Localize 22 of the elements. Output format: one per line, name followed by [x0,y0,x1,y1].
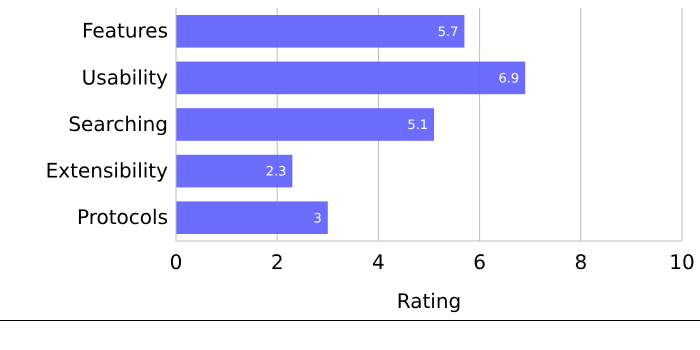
y-tick-label: Searching [68,112,168,136]
x-tick-label: 0 [170,250,182,274]
data-label: 6.9 [498,71,520,86]
x-tick-label: 4 [372,250,385,274]
y-tick-label: Protocols [76,205,168,230]
x-tick-label: 2 [270,250,284,274]
x-tick-label: 10 [669,250,695,274]
bar [176,201,328,234]
bar [176,154,292,188]
bar [176,14,464,48]
y-tick-label: Usability [82,65,168,90]
data-label: 3 [314,211,322,226]
bar [176,62,526,94]
data-label: 2.3 [266,164,286,180]
x-tick-label: 8 [574,250,588,274]
bar [176,108,434,141]
x-axis-title: Rating [396,289,462,313]
data-label: 5.1 [407,118,428,134]
data-label: 5.7 [438,24,458,40]
x-tick-label: 6 [473,250,486,274]
y-tick-label: Features [82,18,168,43]
y-tick-label: Extensibility [46,158,168,182]
